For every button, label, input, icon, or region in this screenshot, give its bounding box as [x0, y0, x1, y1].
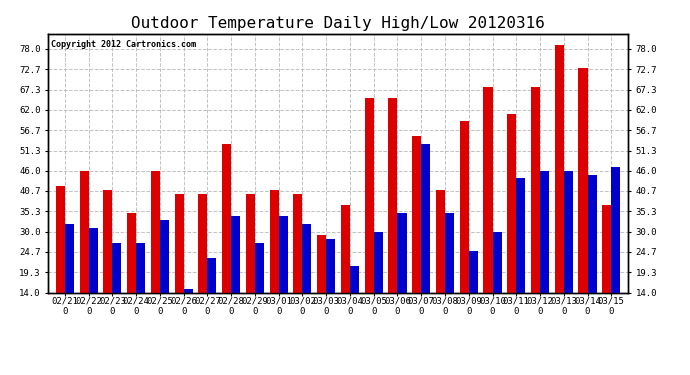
Bar: [516, 178, 525, 346]
Text: Copyright 2012 Cartronics.com: Copyright 2012 Cartronics.com: [51, 40, 196, 49]
Bar: [104, 190, 112, 346]
Bar: [160, 220, 169, 346]
Bar: [112, 243, 121, 346]
Bar: [302, 224, 311, 346]
Bar: [255, 243, 264, 346]
Bar: [246, 194, 255, 346]
Bar: [89, 228, 98, 346]
Bar: [279, 216, 288, 346]
Bar: [317, 236, 326, 346]
Bar: [388, 99, 397, 346]
Bar: [578, 68, 587, 346]
Bar: [412, 136, 421, 346]
Bar: [540, 171, 549, 346]
Bar: [65, 224, 74, 346]
Bar: [374, 232, 383, 346]
Bar: [421, 144, 431, 346]
Bar: [469, 251, 477, 346]
Bar: [199, 194, 208, 346]
Bar: [555, 45, 564, 346]
Bar: [397, 213, 406, 346]
Bar: [341, 205, 350, 346]
Bar: [611, 167, 620, 346]
Bar: [350, 266, 359, 346]
Bar: [136, 243, 145, 346]
Bar: [184, 289, 193, 346]
Bar: [564, 171, 573, 346]
Bar: [56, 186, 65, 346]
Bar: [484, 87, 493, 346]
Bar: [231, 216, 240, 346]
Bar: [326, 239, 335, 346]
Bar: [208, 258, 217, 346]
Bar: [151, 171, 160, 346]
Bar: [127, 213, 136, 346]
Bar: [175, 194, 184, 346]
Bar: [445, 213, 454, 346]
Bar: [436, 190, 445, 346]
Bar: [79, 171, 89, 346]
Bar: [270, 190, 279, 346]
Bar: [507, 114, 516, 346]
Title: Outdoor Temperature Daily High/Low 20120316: Outdoor Temperature Daily High/Low 20120…: [131, 16, 545, 31]
Bar: [222, 144, 231, 346]
Bar: [531, 87, 540, 346]
Bar: [587, 174, 597, 346]
Bar: [365, 99, 374, 346]
Bar: [460, 121, 469, 346]
Bar: [602, 205, 611, 346]
Bar: [293, 194, 302, 346]
Bar: [493, 232, 502, 346]
